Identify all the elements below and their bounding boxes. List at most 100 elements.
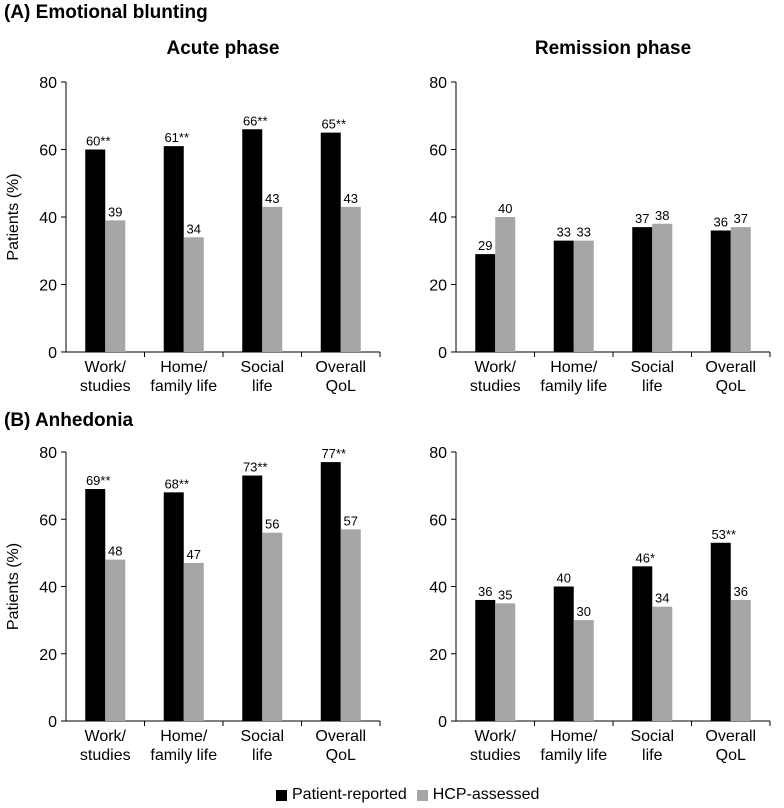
section-title-anhedonia: (B) Anhedonia (4, 410, 134, 431)
y-tick-label: 40 (429, 580, 447, 597)
bar-hcp-assessed (262, 532, 283, 721)
legend-label-hcp: HCP-assessed (432, 786, 540, 803)
x-category-label: family life (150, 747, 217, 764)
y-tick-label: 20 (429, 647, 447, 664)
data-label: 60** (86, 134, 111, 149)
y-tick-label: 0 (438, 345, 447, 362)
chart-title: Remission phase (535, 38, 691, 59)
bar-hcp-assessed (495, 603, 516, 721)
x-category-label: Overall (315, 359, 366, 376)
bar-patient-reported (320, 462, 341, 721)
data-label: 69** (86, 473, 111, 488)
y-tick-label: 60 (429, 512, 447, 529)
data-label: 57 (344, 513, 358, 528)
bar-hcp-assessed (105, 220, 126, 352)
bar-patient-reported (163, 492, 184, 721)
legend-item-patient: Patient-reported (276, 786, 407, 804)
bar-patient-reported (242, 475, 263, 721)
y-tick-label: 80 (39, 445, 57, 462)
data-label: 37 (734, 211, 748, 226)
data-label: 38 (655, 208, 669, 223)
data-label: 43 (265, 191, 279, 206)
data-label: 36 (714, 215, 728, 230)
data-label: 66** (243, 113, 268, 128)
data-label: 77** (321, 446, 346, 461)
x-category-label: Social (630, 728, 674, 745)
bar-patient-reported (475, 254, 496, 352)
bar-patient-reported (710, 542, 731, 721)
bar-hcp-assessed (105, 559, 126, 721)
x-category-label: family life (540, 378, 607, 395)
data-label: 39 (108, 204, 122, 219)
data-label: 73** (243, 460, 268, 475)
bar-hcp-assessed (495, 217, 516, 352)
x-category-label: Work/ (475, 728, 517, 745)
y-tick-label: 20 (429, 278, 447, 295)
bar-patient-reported (320, 132, 341, 352)
data-label: 61** (164, 130, 189, 145)
y-tick-label: 80 (429, 445, 447, 462)
x-category-label: Work/ (85, 359, 127, 376)
data-label: 48 (108, 544, 122, 559)
y-tick-label: 40 (39, 580, 57, 597)
y-axis-label: Patients (%) (5, 543, 22, 630)
data-label: 47 (187, 547, 201, 562)
data-label: 35 (498, 587, 512, 602)
y-tick-label: 40 (39, 210, 57, 227)
x-category-label: Social (240, 359, 284, 376)
data-label: 40 (498, 201, 512, 216)
x-category-label: studies (80, 378, 131, 395)
x-category-label: Home/ (160, 359, 208, 376)
y-tick-label: 60 (39, 143, 57, 160)
bar-hcp-assessed (652, 223, 673, 352)
x-category-label: life (252, 747, 273, 764)
y-tick-label: 40 (429, 210, 447, 227)
legend-label-patient: Patient-reported (292, 786, 407, 803)
x-category-label: life (642, 378, 663, 395)
data-label: 43 (344, 191, 358, 206)
data-label: 36 (734, 584, 748, 599)
y-tick-label: 20 (39, 647, 57, 664)
x-category-label: Home/ (550, 728, 598, 745)
bar-patient-reported (242, 129, 263, 352)
bar-patient-reported (85, 488, 106, 721)
x-category-label: Home/ (160, 728, 208, 745)
x-category-label: life (252, 378, 273, 395)
data-label: 33 (557, 225, 571, 240)
data-label: 33 (577, 225, 591, 240)
x-category-label: studies (470, 378, 521, 395)
y-tick-label: 60 (429, 143, 447, 160)
section-title-emotional-blunting: (A) Emotional blunting (4, 2, 208, 23)
data-label: 68** (164, 476, 189, 491)
legend-swatch-patient (276, 789, 287, 801)
bar-patient-reported (475, 599, 496, 721)
data-label: 65** (321, 117, 346, 132)
bar-hcp-assessed (573, 620, 594, 721)
y-tick-label: 0 (438, 714, 447, 731)
chart-title: Acute phase (167, 38, 280, 59)
data-label: 34 (187, 221, 201, 236)
bar-hcp-assessed (730, 599, 751, 721)
y-tick-label: 80 (429, 75, 447, 92)
legend: Patient-reported HCP-assessed (276, 786, 549, 804)
data-label: 46* (635, 550, 655, 565)
x-category-label: QoL (716, 378, 746, 395)
bar-hcp-assessed (652, 606, 673, 721)
data-label: 36 (478, 584, 492, 599)
y-tick-label: 80 (39, 75, 57, 92)
bar-patient-reported (632, 566, 653, 721)
bar-patient-reported (163, 146, 184, 352)
x-category-label: studies (470, 747, 521, 764)
data-label: 34 (655, 591, 669, 606)
x-category-label: Overall (315, 728, 366, 745)
legend-item-hcp: HCP-assessed (416, 786, 540, 804)
x-category-label: Social (240, 728, 284, 745)
x-category-label: QoL (716, 747, 746, 764)
x-category-label: QoL (326, 378, 356, 395)
x-category-label: Overall (705, 359, 756, 376)
bar-hcp-assessed (340, 206, 361, 352)
data-label: 29 (478, 238, 492, 253)
data-label: 30 (577, 604, 591, 619)
bar-patient-reported (710, 230, 731, 352)
